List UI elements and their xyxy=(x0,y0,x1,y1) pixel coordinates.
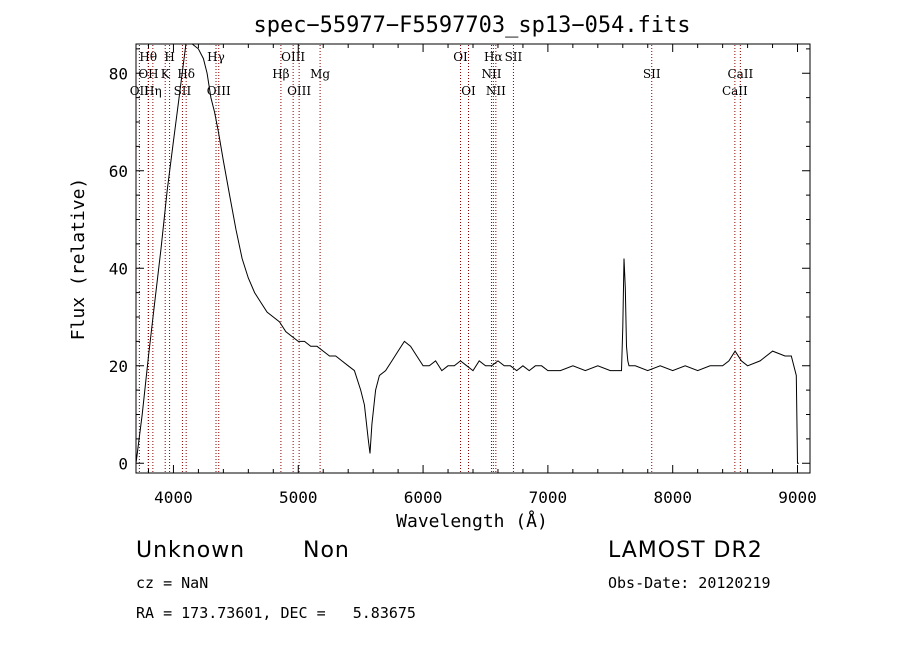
spectral-line-label: Hδ xyxy=(177,67,195,81)
chart-title: spec−55977−F5597703_sp13−054.fits xyxy=(253,13,690,38)
spectral-line-label: Mg xyxy=(310,67,330,81)
spectral-line-label: OIII xyxy=(281,50,305,64)
object-class: Unknown xyxy=(136,538,246,563)
spectral-line-label: NII xyxy=(486,84,506,98)
spectral-line-label: Hη xyxy=(144,84,162,98)
x-tick-label: 6000 xyxy=(404,488,443,507)
x-tick-label: 8000 xyxy=(653,488,692,507)
spectral-line-label: OI xyxy=(461,84,476,98)
x-tick-label: 7000 xyxy=(529,488,568,507)
y-tick-label: 80 xyxy=(109,64,128,83)
spectral-line-label: CaII xyxy=(727,67,753,81)
spectral-line-markers: HθOHOIIHηHKSIIHδHγOIIIHβOIIIOIIIMgOIOIHα… xyxy=(130,45,754,472)
x-tick-label: 4000 xyxy=(154,488,193,507)
y-axis-label: Flux (relative) xyxy=(68,178,89,341)
spectral-line-label: SII xyxy=(643,67,661,81)
spectral-line-label: OII xyxy=(130,84,150,98)
y-tick-label: 0 xyxy=(118,454,128,473)
spectral-line-label: Hγ xyxy=(207,50,225,64)
spectral-line-label: NII xyxy=(481,67,501,81)
spectrum-series-line xyxy=(135,43,799,464)
spectral-line-label: CaII xyxy=(722,84,748,98)
spectral-line-label: SII xyxy=(174,84,192,98)
spectral-line-label: OH xyxy=(138,67,158,81)
spectral-line-label: OIII xyxy=(287,84,311,98)
y-axis-ticks: 0 20 40 60 80 xyxy=(109,48,810,473)
redshift-value: cz = NaN xyxy=(136,574,209,592)
spectral-line-label: SII xyxy=(505,50,523,64)
spectral-line-label: K xyxy=(161,67,171,81)
x-axis-label: Wavelength (Å) xyxy=(396,510,548,532)
object-subclass: Non xyxy=(303,538,350,563)
x-axis-ticks: 4000 5000 6000 7000 8000 9000 xyxy=(147,44,817,507)
spectral-line-label: Hβ xyxy=(272,67,289,81)
sky-coordinates: RA = 173.73601, DEC = 5.83675 xyxy=(136,604,416,622)
plot-frame xyxy=(135,43,811,474)
x-tick-label: 5000 xyxy=(279,488,318,507)
y-tick-label: 40 xyxy=(109,259,128,278)
y-tick-label: 60 xyxy=(109,162,128,181)
spectral-line-label: H xyxy=(164,50,174,64)
observation-date: Obs-Date: 20120219 xyxy=(608,574,771,592)
y-tick-label: 20 xyxy=(109,357,128,376)
spectral-line-label: OI xyxy=(453,50,468,64)
survey-name: LAMOST DR2 xyxy=(608,538,763,563)
spectral-line-label: Hα xyxy=(484,50,503,64)
spectral-line-label: OIII xyxy=(207,84,231,98)
x-tick-label: 9000 xyxy=(778,488,817,507)
